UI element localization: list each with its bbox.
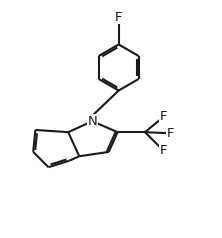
Text: N: N — [87, 115, 97, 128]
Text: F: F — [160, 110, 167, 123]
Text: F: F — [166, 127, 174, 140]
Text: F: F — [160, 144, 167, 157]
Text: F: F — [115, 10, 122, 24]
